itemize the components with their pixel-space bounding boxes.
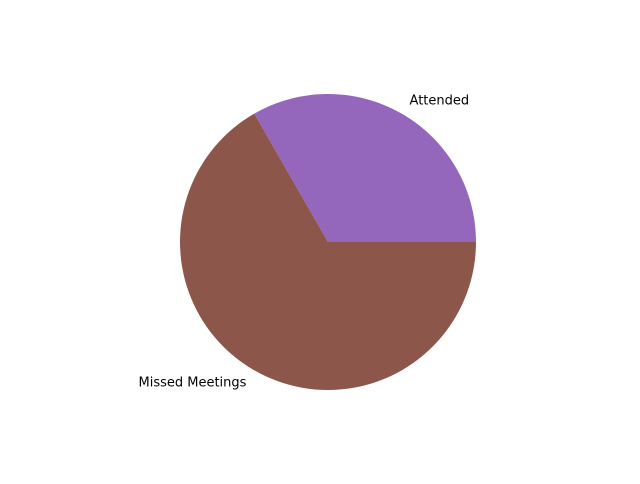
- pie-slices: [180, 93, 476, 391]
- pie-labels: Attended Missed Meetings: [138, 94, 469, 391]
- pie-label-missed-meetings: Missed Meetings: [138, 375, 246, 390]
- pie-label-attended: Attended: [410, 94, 470, 109]
- pie-slice-missed-meetings: [180, 113, 476, 391]
- pie-slice-attended: [254, 93, 476, 242]
